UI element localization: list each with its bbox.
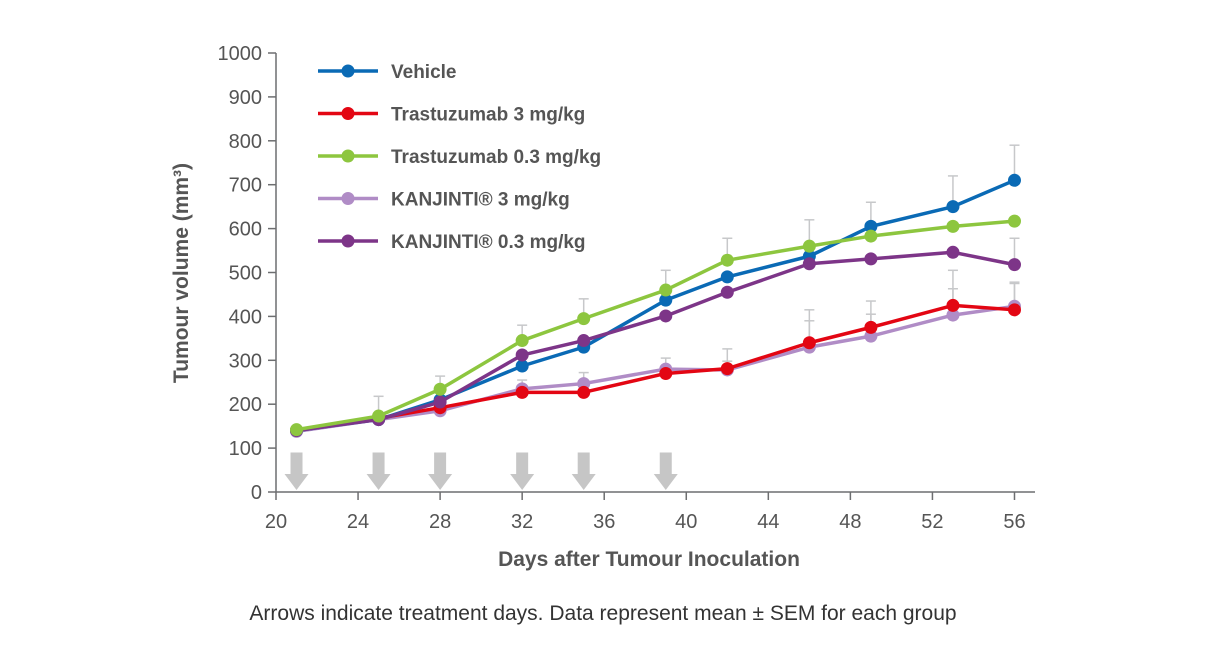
treatment-arrow-icon — [366, 452, 391, 490]
data-point — [864, 229, 878, 243]
data-point — [946, 308, 960, 322]
x-tick-label: 56 — [1003, 511, 1025, 533]
y-tick-label: 500 — [229, 263, 262, 285]
treatment-arrow-icon — [284, 452, 309, 490]
x-tick-label: 20 — [265, 511, 287, 533]
treatment-arrow-icon — [571, 452, 596, 490]
data-point — [577, 385, 591, 399]
data-point — [720, 285, 734, 299]
data-point — [433, 395, 447, 409]
series-line — [296, 178, 1016, 433]
data-point — [659, 309, 673, 323]
legend-swatch-marker — [341, 192, 355, 205]
data-point — [1007, 303, 1021, 317]
y-tick-label: 800 — [229, 131, 262, 153]
y-tick-label: 900 — [229, 87, 262, 109]
data-point — [864, 219, 878, 233]
data-point — [946, 245, 960, 259]
data-point — [720, 253, 734, 267]
data-point — [290, 423, 304, 437]
y-tick-label: 400 — [229, 306, 262, 328]
data-point — [802, 239, 816, 253]
legend-item: Vehicle — [318, 62, 457, 83]
y-tick-label: 1000 — [218, 43, 263, 65]
data-point — [433, 382, 447, 396]
y-tick-label: 0 — [251, 482, 262, 504]
chart-caption: Arrows indicate treatment days. Data rep… — [249, 602, 956, 625]
data-point — [1007, 258, 1021, 272]
y-tick-label: 100 — [229, 438, 262, 460]
treatment-arrow-icon — [510, 452, 535, 490]
x-tick-label: 52 — [921, 511, 943, 533]
data-point — [515, 348, 529, 362]
legend-swatch-marker — [341, 64, 355, 78]
x-tick-label: 24 — [347, 511, 369, 533]
data-point — [659, 366, 673, 380]
error-bars — [373, 144, 1020, 417]
x-axis-title: Days after Tumour Inoculation — [498, 548, 800, 571]
x-tick-label: 40 — [675, 511, 697, 533]
y-tick-label: 600 — [229, 219, 262, 241]
data-point — [864, 252, 878, 266]
legend-label: Vehicle — [391, 62, 457, 83]
y-axis-title: Tumour volume (mm³) — [170, 163, 193, 383]
legend-swatch-marker — [341, 149, 355, 163]
x-tick-label: 32 — [511, 511, 533, 533]
data-point — [802, 336, 816, 350]
data-point — [946, 219, 960, 233]
data-point — [515, 334, 529, 348]
legend-item: Trastuzumab 3 mg/kg — [318, 105, 585, 126]
data-point — [659, 283, 673, 297]
data-point — [720, 362, 734, 376]
y-tick-label: 200 — [229, 394, 262, 416]
data-point — [864, 320, 878, 334]
data-point — [515, 359, 529, 373]
legend-item: KANJINTI® 0.3 mg/kg — [318, 232, 586, 253]
legend-label: Trastuzumab 0.3 mg/kg — [391, 147, 601, 168]
legend-item: Trastuzumab 0.3 mg/kg — [318, 147, 601, 168]
y-tick-label: 300 — [229, 350, 262, 372]
series-4 — [290, 214, 1021, 437]
series-3 — [290, 245, 1021, 438]
y-tick-label: 700 — [229, 175, 262, 197]
legend-item: KANJINTI® 3 mg/kg — [318, 190, 570, 211]
legend-swatch-marker — [341, 107, 355, 120]
data-point — [372, 409, 386, 423]
data-point — [1007, 214, 1021, 228]
legend: Vehicle Trastuzumab 3 mg/kg Trastuzumab 0.… — [318, 62, 601, 253]
x-tick-label: 48 — [839, 511, 861, 533]
series-2 — [290, 173, 1021, 438]
legend-label: Trastuzumab 3 mg/kg — [391, 105, 585, 126]
data-point — [577, 334, 591, 348]
data-point — [515, 385, 529, 399]
data-point — [946, 200, 960, 214]
data-point — [802, 257, 816, 271]
x-tick-label: 44 — [757, 511, 779, 533]
series-lines — [290, 173, 1021, 438]
treatment-arrow-icon — [653, 452, 678, 490]
x-tick-label: 28 — [429, 511, 451, 533]
legend-swatch-marker — [341, 234, 355, 248]
legend-label: KANJINTI® 0.3 mg/kg — [391, 232, 586, 253]
data-point — [946, 298, 960, 312]
data-point — [577, 312, 591, 326]
treatment-arrows — [284, 452, 678, 490]
data-point — [720, 270, 734, 284]
data-point — [1007, 173, 1021, 187]
data-point — [659, 293, 673, 307]
axes: 0 100 200 300 400 500 600 700 800 900 1000 20 24 28 32… — [218, 43, 1035, 533]
x-tick-label: 36 — [593, 511, 615, 533]
legend-label: KANJINTI® 3 mg/kg — [391, 190, 570, 211]
treatment-arrow-icon — [428, 452, 453, 490]
